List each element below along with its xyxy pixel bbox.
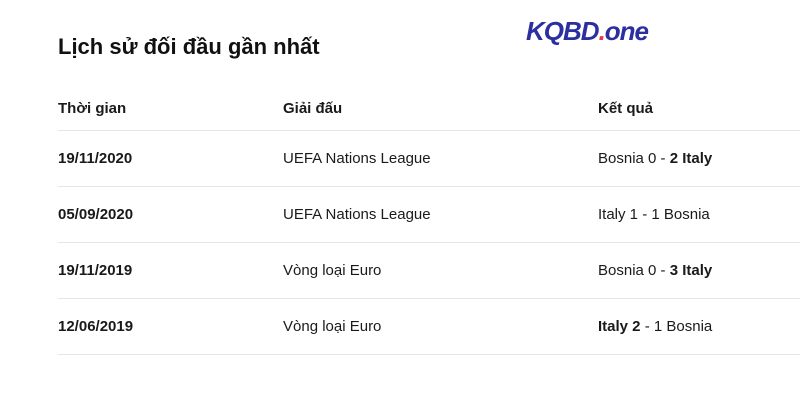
score-separator: -	[640, 318, 654, 335]
score-separator: -	[656, 150, 670, 167]
match-date: 19/11/2020	[58, 150, 133, 167]
header-result: Kết quả	[598, 99, 654, 117]
away-score: 2 Italy	[669, 150, 713, 167]
away-score: 1 Bosnia	[653, 318, 713, 335]
header-time: Thời gian	[58, 99, 127, 117]
page-title: Lịch sử đối đầu gần nhất	[58, 34, 320, 59]
match-date: 05/09/2020	[58, 206, 134, 223]
head-to-head-table: Thời gian Giải đấu Kết quả 19/11/2020 UEF…	[58, 86, 800, 355]
match-result: Italy 1 - 1 Bosnia	[598, 187, 710, 242]
table-row: 19/11/2020 UEFA Nations League Bosnia 0 - …	[58, 131, 800, 187]
score-separator: -	[638, 206, 652, 223]
match-league: Vòng loại Euro	[283, 318, 382, 335]
match-result: Bosnia 0 - 3 Italy	[598, 243, 712, 298]
home-score: Bosnia 0	[598, 262, 657, 279]
match-league: UEFA Nations League	[283, 150, 431, 167]
home-score: Italy 1	[598, 206, 639, 223]
home-score: Bosnia 0	[598, 150, 657, 167]
away-score: 3 Italy	[669, 262, 713, 279]
home-score: Italy 2	[598, 318, 641, 335]
table-row: 12/06/2019 Vòng loại Euro Italy 2 - 1 Bosn…	[58, 299, 800, 355]
match-date: 12/06/2019	[58, 318, 134, 335]
match-result: Italy 2 - 1 Bosnia	[598, 299, 712, 354]
kqbd-logo: KQBD.one	[526, 16, 649, 46]
match-league: UEFA Nations League	[283, 206, 431, 223]
match-league: Vòng loại Euro	[283, 262, 382, 279]
table-row: 05/09/2020 UEFA Nations League Italy 1 - 1…	[58, 187, 800, 243]
table-header: Thời gian Giải đấu Kết quả	[58, 86, 800, 131]
table-row: 19/11/2019 Vòng loại Euro Bosnia 0 - 3 Ita…	[58, 243, 800, 299]
match-date: 19/11/2019	[58, 262, 133, 279]
header-league: Giải đấu	[283, 99, 343, 117]
away-score: 1 Bosnia	[651, 206, 710, 223]
score-separator: -	[656, 262, 670, 279]
match-result: Bosnia 0 - 2 Italy	[598, 131, 712, 186]
